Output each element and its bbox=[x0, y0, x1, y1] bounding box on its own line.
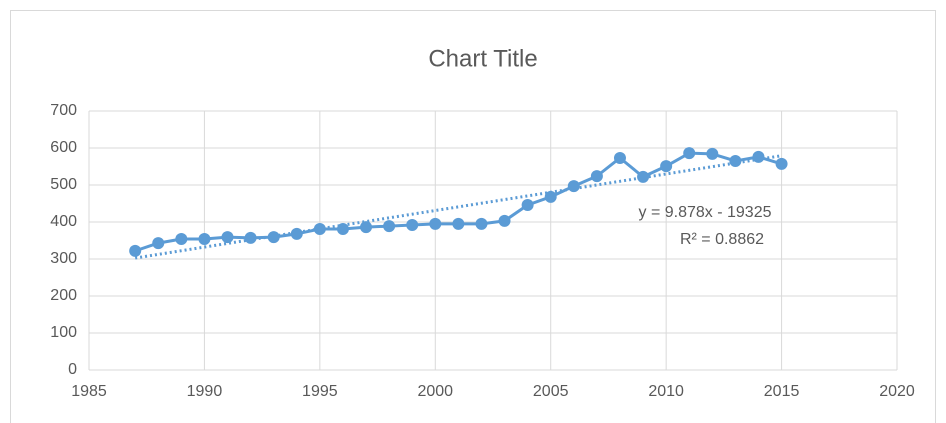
data-point bbox=[152, 237, 165, 250]
x-tick-label: 2005 bbox=[533, 383, 569, 400]
x-tick-label: 2000 bbox=[417, 383, 453, 400]
y-tick-label: 500 bbox=[50, 176, 77, 193]
data-point bbox=[221, 231, 234, 244]
data-point bbox=[406, 218, 419, 231]
x-tick-label: 2020 bbox=[879, 383, 915, 400]
data-point bbox=[613, 151, 626, 164]
data-point bbox=[475, 217, 488, 230]
data-point bbox=[267, 231, 280, 244]
data-point bbox=[198, 233, 211, 246]
y-tick-label: 300 bbox=[50, 250, 77, 267]
x-tick-label: 2010 bbox=[648, 383, 684, 400]
y-tick-label: 200 bbox=[50, 287, 77, 304]
data-point bbox=[383, 220, 396, 233]
data-point bbox=[429, 217, 442, 230]
y-tick-label: 700 bbox=[50, 102, 77, 119]
data-point bbox=[336, 223, 349, 236]
chart-title: Chart Title bbox=[428, 45, 537, 72]
data-point bbox=[175, 233, 188, 246]
trendline-equation: y = 9.878x - 19325 bbox=[639, 204, 772, 221]
data-point bbox=[498, 214, 511, 227]
x-tick-label: 2015 bbox=[764, 383, 800, 400]
trendline-r-squared: R² = 0.8862 bbox=[680, 231, 764, 248]
y-tick-label: 400 bbox=[50, 213, 77, 230]
data-point bbox=[729, 154, 742, 167]
data-point bbox=[129, 244, 142, 257]
y-tick-label: 0 bbox=[68, 361, 77, 378]
data-point bbox=[244, 231, 257, 244]
data-point bbox=[775, 157, 788, 170]
data-point bbox=[452, 217, 465, 230]
trendline bbox=[134, 154, 782, 260]
x-tick-label: 1985 bbox=[71, 383, 107, 400]
data-point bbox=[521, 198, 534, 211]
data-point bbox=[683, 147, 696, 160]
chart-border bbox=[10, 10, 936, 423]
data-point bbox=[290, 227, 303, 240]
data-point bbox=[544, 190, 557, 203]
data-point bbox=[637, 170, 650, 183]
data-point bbox=[360, 221, 373, 234]
data-point bbox=[706, 147, 719, 160]
data-point bbox=[313, 223, 326, 236]
y-tick-label: 100 bbox=[50, 324, 77, 341]
data-point bbox=[590, 170, 603, 183]
data-point bbox=[752, 150, 765, 163]
data-point bbox=[567, 180, 580, 193]
data-point bbox=[660, 160, 673, 173]
x-tick-label: 1995 bbox=[302, 383, 338, 400]
y-tick-label: 600 bbox=[50, 139, 77, 156]
x-tick-label: 1990 bbox=[187, 383, 223, 400]
